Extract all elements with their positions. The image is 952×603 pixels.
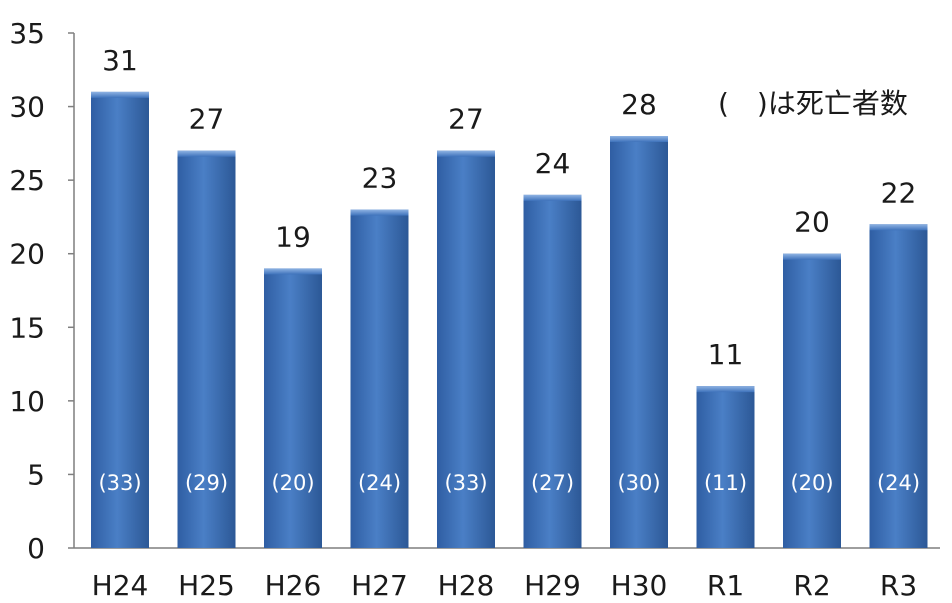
death-count-label: (24) — [877, 471, 920, 495]
bar-r3 — [869, 224, 928, 549]
death-count-label: (24) — [358, 471, 401, 495]
death-count-label: (27) — [531, 471, 574, 495]
data-label: 24 — [535, 147, 571, 180]
x-tick-label: H30 — [611, 569, 668, 602]
bar-cap — [177, 150, 236, 157]
bar-h25 — [177, 150, 236, 548]
bar-cap — [610, 136, 668, 142]
x-tick-label: R3 — [880, 569, 917, 602]
x-tick-label: H27 — [351, 569, 408, 602]
data-label: 28 — [621, 88, 657, 121]
bar-h29 — [523, 194, 582, 548]
bar-h27 — [350, 209, 409, 549]
labels: 31 (33) H24 27 (29) H25 19 (20) H26 23 (24) H27 27 (3… — [92, 44, 920, 602]
death-count-label: (33) — [98, 471, 141, 495]
x-tick-label: H29 — [524, 569, 581, 602]
bar-cap — [523, 194, 582, 201]
data-label: 22 — [881, 176, 917, 209]
data-label: 11 — [708, 338, 744, 371]
y-tick-label: 35 — [9, 17, 45, 50]
bar-r2 — [783, 253, 841, 548]
x-tick-label: H28 — [438, 569, 495, 602]
data-label: 27 — [189, 103, 225, 136]
bar-h30 — [610, 136, 668, 548]
death-count-label: (20) — [790, 471, 833, 495]
bar-cap — [696, 386, 755, 393]
x-tick-label: H24 — [92, 569, 149, 602]
y-tick-label: 10 — [9, 385, 45, 418]
death-count-label: (30) — [617, 471, 660, 495]
bar-cap — [869, 224, 928, 231]
death-count-label: (29) — [185, 471, 228, 495]
bar-h26 — [264, 268, 322, 548]
axes: 0 5 10 15 20 25 30 35 — [9, 17, 940, 565]
data-label: 19 — [275, 220, 311, 253]
bar-h24 — [91, 91, 149, 548]
y-tick-label: 0 — [27, 532, 45, 565]
x-tick-label: R1 — [707, 569, 744, 602]
data-label: 20 — [794, 206, 830, 239]
data-label: 23 — [362, 162, 398, 195]
death-count-label: (20) — [271, 471, 314, 495]
x-tick-label: H26 — [265, 569, 322, 602]
bar-cap — [783, 253, 841, 260]
y-tick-label: 30 — [9, 91, 45, 124]
y-tick-label: 5 — [27, 458, 45, 491]
y-tick-label: 25 — [9, 164, 45, 197]
bar-cap — [437, 150, 495, 157]
bar-r1 — [696, 386, 755, 548]
y-tick-label: 20 — [9, 238, 45, 271]
bar-h28 — [437, 150, 495, 548]
data-label: 31 — [102, 44, 138, 77]
x-tick-label: R2 — [793, 569, 830, 602]
legend-note: ( )は死亡者数 — [718, 87, 908, 120]
x-tick-label: H25 — [178, 569, 235, 602]
data-label: 27 — [448, 103, 484, 136]
bars — [91, 91, 928, 549]
y-tick-label: 15 — [9, 311, 45, 344]
bar-cap — [91, 91, 149, 98]
death-count-label: (33) — [444, 471, 487, 495]
death-count-label: (11) — [704, 471, 747, 495]
bar-cap — [264, 268, 322, 275]
bar-cap — [350, 209, 409, 216]
